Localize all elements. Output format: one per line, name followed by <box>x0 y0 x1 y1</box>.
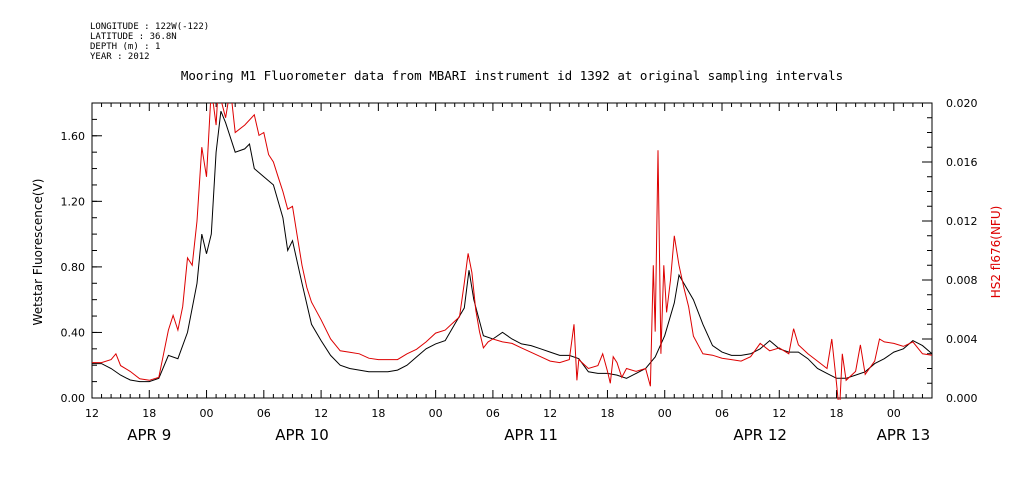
x-tick-label: 12 <box>772 407 786 420</box>
y-right-tick-label: 0.016 <box>946 156 978 169</box>
y-left-tick-label: 0.00 <box>61 392 86 405</box>
y-left-tick-label: 0.40 <box>61 326 86 339</box>
x-tick-label: 12 <box>85 407 99 420</box>
y-left-tick-label: 1.60 <box>61 130 86 143</box>
x-tick-label: 18 <box>600 407 614 420</box>
x-tick-label: 00 <box>658 407 672 420</box>
y-right-tick-label: 0.004 <box>946 333 978 346</box>
plot-frame <box>91 102 933 399</box>
metadata-year: YEAR : 2012 <box>90 52 150 62</box>
metadata-depth: DEPTH (m) : 1 <box>90 42 161 52</box>
metadata-longitude: LONGITUDE : 122W(-122) <box>90 22 210 32</box>
y-right-tick-label: 0.020 <box>946 97 978 110</box>
date-label: APR 11 <box>504 426 558 444</box>
date-label: APR 10 <box>275 426 329 444</box>
date-label: APR 13 <box>877 426 931 444</box>
y-left-tick-label: 1.20 <box>61 195 86 208</box>
y-right-tick-label: 0.008 <box>946 274 978 287</box>
x-tick-label: 12 <box>314 407 328 420</box>
y-left-tick-label: 0.80 <box>61 261 86 274</box>
x-tick-label: 00 <box>887 407 901 420</box>
y-right-tick-label: 0.012 <box>946 215 978 228</box>
x-tick-label: 18 <box>142 407 156 420</box>
y-right-tick-label: 0.000 <box>946 392 978 405</box>
x-tick-label: 12 <box>543 407 557 420</box>
date-label: APR 12 <box>733 426 787 444</box>
series-line-wetstar-fluorescence <box>92 111 932 383</box>
x-tick-label: 06 <box>715 407 729 420</box>
x-tick-label: 00 <box>200 407 214 420</box>
x-tick-label: 06 <box>486 407 500 420</box>
y-axis-label-right: HS2 fl676(NFU) <box>989 206 1003 299</box>
metadata-latitude: LATITUDE : 36.8N <box>90 32 177 42</box>
chart-title: Mooring M1 Fluorometer data from MBARI i… <box>180 68 844 83</box>
date-label: APR 9 <box>127 426 171 444</box>
x-tick-label: 18 <box>830 407 844 420</box>
x-tick-label: 18 <box>371 407 385 420</box>
series-line-hs2-fl676 <box>92 103 932 400</box>
y-axis-label-left: Wetstar Fluorescence(V) <box>31 179 45 326</box>
x-tick-label: 00 <box>429 407 443 420</box>
x-tick-label: 06 <box>257 407 271 420</box>
